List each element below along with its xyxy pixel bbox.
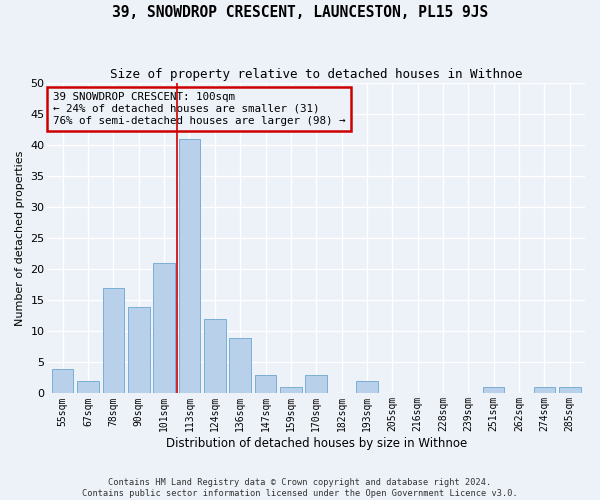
Bar [204,319,226,394]
Title: Size of property relative to detached houses in Withnoe: Size of property relative to detached ho… [110,68,523,80]
Bar [533,387,555,394]
Bar [103,288,124,394]
Y-axis label: Number of detached properties: Number of detached properties [15,150,25,326]
Bar [128,306,149,394]
Text: Contains HM Land Registry data © Crown copyright and database right 2024.
Contai: Contains HM Land Registry data © Crown c… [82,478,518,498]
Bar [154,263,175,394]
Bar [483,387,505,394]
Bar [77,381,99,394]
Bar [229,338,251,394]
Bar [255,375,276,394]
Text: 39 SNOWDROP CRESCENT: 100sqm
← 24% of detached houses are smaller (31)
76% of se: 39 SNOWDROP CRESCENT: 100sqm ← 24% of de… [53,92,346,126]
Bar [52,368,73,394]
Bar [559,387,581,394]
Bar [305,375,327,394]
Bar [179,139,200,394]
Bar [280,387,302,394]
X-axis label: Distribution of detached houses by size in Withnoe: Distribution of detached houses by size … [166,437,467,450]
Text: 39, SNOWDROP CRESCENT, LAUNCESTON, PL15 9JS: 39, SNOWDROP CRESCENT, LAUNCESTON, PL15 … [112,5,488,20]
Bar [356,381,378,394]
